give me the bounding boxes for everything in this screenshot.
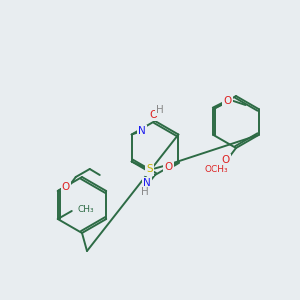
- Text: S: S: [146, 164, 153, 175]
- Text: CH₃: CH₃: [78, 205, 94, 214]
- Text: H: H: [141, 187, 149, 197]
- Text: N: N: [143, 178, 151, 188]
- Text: O: O: [222, 155, 230, 165]
- Text: O: O: [149, 110, 157, 120]
- Text: O: O: [61, 182, 70, 192]
- Text: H: H: [156, 105, 164, 115]
- Text: N: N: [138, 127, 146, 136]
- Text: O: O: [164, 161, 172, 172]
- Text: O: O: [224, 96, 232, 106]
- Text: OCH₃: OCH₃: [204, 166, 228, 175]
